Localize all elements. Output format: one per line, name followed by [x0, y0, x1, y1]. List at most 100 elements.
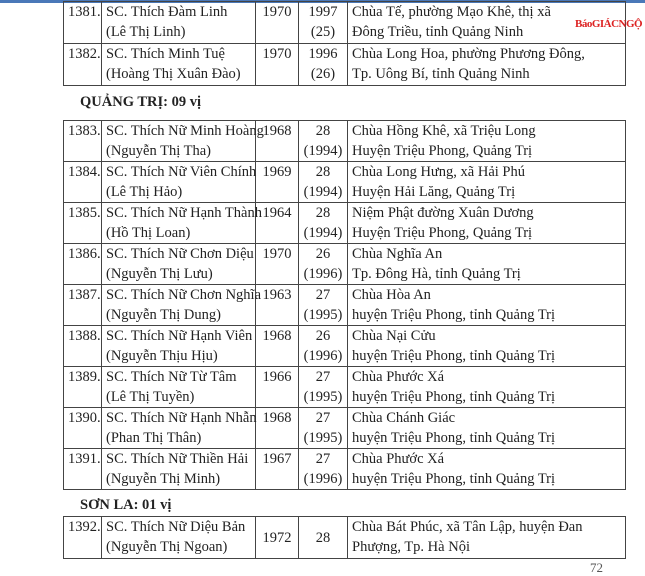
cell-number: 1384.	[63, 161, 102, 203]
cell-ordination: 1997 (25)	[298, 1, 348, 44]
birth-year: 1964	[262, 205, 292, 221]
cell-place: Chùa Tế, phường Mạo Khê, thị xã Đông Triề…	[347, 1, 626, 44]
dharma-name: SC. Thích Nữ Chơn Diệu	[106, 246, 254, 262]
place-line-2: Phượng, Tp. Hà Nội	[352, 539, 470, 555]
ordination-value: 28	[315, 529, 331, 546]
place-line-1: Chùa Bát Phúc, xã Tân Lập, huyện Đan	[352, 519, 583, 535]
lay-name: (Nguyễn Thịu Hịu)	[106, 348, 218, 364]
cell-place: Chùa Bát Phúc, xã Tân Lập, huyện Đan Phượ…	[347, 516, 626, 559]
birth-year: 1968	[262, 328, 292, 344]
cell-place: Chùa Long Hoa, phường Phương Đông, Tp. Uô…	[347, 43, 626, 86]
cell-ordination: 27 (1995)	[298, 284, 348, 326]
birth-year: 1970	[262, 4, 292, 20]
cell-name: SC. Thích Nữ Viên Chính (Lê Thị Hảo)	[101, 161, 257, 203]
cell-birth-year: 1967	[255, 448, 299, 490]
section-heading-quang-tri: QUẢNG TRỊ: 09 vị	[80, 94, 201, 110]
cell-place: Chùa Hồng Khê, xã Triệu Long Huyện Triệu …	[347, 120, 626, 162]
place-line-1: Chùa Phước Xá	[352, 369, 445, 385]
place-line-2: Tp. Uông Bí, tỉnh Quảng Ninh	[352, 66, 530, 82]
cell-place: Chùa Chánh Giác huyện Triệu Phong, tỉnh Q…	[347, 407, 626, 449]
entry-number: 1392.	[68, 519, 101, 535]
entry-number: 1391.	[68, 451, 101, 467]
birth-year: 1969	[262, 164, 292, 180]
birth-year: 1970	[262, 46, 292, 62]
place-line-1: Niệm Phật đường Xuân Dương	[352, 205, 534, 221]
ordination-value: 28	[315, 123, 331, 139]
ordination-detail: (1994)	[303, 143, 343, 159]
cell-birth-year: 1968	[255, 120, 299, 162]
ordination-value: 26	[315, 246, 331, 262]
lay-name: (Lê Thị Linh)	[106, 24, 186, 40]
place-line-1: Chùa Nghĩa An	[352, 246, 443, 262]
place-line-1: Chùa Long Hoa, phường Phương Đông,	[352, 46, 585, 62]
ordination-detail: (1995)	[303, 389, 343, 405]
table-row: 1392. SC. Thích Nữ Diệu Bản (Nguyễn Thị Ng…	[63, 516, 626, 559]
cell-ordination: 26 (1996)	[298, 325, 348, 367]
ordination-value: 26	[315, 328, 331, 344]
birth-year: 1963	[262, 287, 292, 303]
cell-name: SC. Thích Nữ Từ Tâm (Lê Thị Tuyền)	[101, 366, 256, 408]
table-row: 1382. SC. Thích Minh Tuệ (Hoàng Thị Xuân Đ…	[63, 43, 626, 86]
entry-number: 1386.	[68, 246, 101, 262]
cell-name: SC. Thích Nữ Hạnh Thành (Hồ Thị Loan)	[101, 202, 262, 244]
ordination-value: 28	[315, 205, 331, 221]
cell-birth-year: 1966	[255, 366, 299, 408]
ordination-detail: (1995)	[303, 430, 343, 446]
cell-number: 1387.	[63, 284, 102, 326]
cell-name: SC. Thích Nữ Chơn Diệu (Nguyễn Thị Lưu)	[101, 243, 256, 285]
cell-ordination: 27 (1995)	[298, 366, 348, 408]
ordination-detail: (1996)	[303, 471, 343, 487]
birth-year: 1968	[262, 123, 292, 139]
cell-ordination: 28 (1994)	[298, 161, 348, 203]
cell-ordination: 27 (1996)	[298, 448, 348, 490]
table-row: 1390. SC. Thích Nữ Hạnh Nhẫn (Phan Thị Thâ…	[63, 407, 626, 449]
cell-number: 1392.	[63, 516, 102, 559]
cell-number: 1388.	[63, 325, 102, 367]
lay-name: (Nguyễn Thị Minh)	[106, 471, 221, 487]
dharma-name: SC. Thích Nữ Viên Chính	[106, 164, 257, 180]
ordination-value: 1996	[308, 46, 338, 62]
page-number: 72	[590, 560, 603, 575]
cell-name: SC. Thích Nữ Chơn Nghĩa (Nguyễn Thị Dung)	[101, 284, 261, 326]
lay-name: (Hoàng Thị Xuân Đào)	[106, 66, 241, 82]
cell-ordination: 28 (1994)	[298, 202, 348, 244]
place-line-1: Chùa Hòa An	[352, 287, 431, 303]
cell-place: Chùa Phước Xá huyện Triệu Phong, tỉnh Quả…	[347, 448, 626, 490]
table-row: 1388. SC. Thích Nữ Hạnh Viên (Nguyễn Thịu …	[63, 325, 626, 367]
ordination-detail: (1995)	[303, 307, 343, 323]
cell-ordination: 27 (1995)	[298, 407, 348, 449]
dharma-name: SC. Thích Nữ Thiền Hải	[106, 451, 249, 467]
lay-name: (Nguyễn Thị Lưu)	[106, 266, 213, 282]
ordination-value: 1997	[308, 4, 338, 20]
dharma-name: SC. Thích Nữ Từ Tâm	[106, 369, 237, 385]
cell-number: 1382.	[63, 43, 102, 86]
cell-place: Chùa Nại Cửu huyện Triệu Phong, tỉnh Quản…	[347, 325, 626, 367]
place-line-1: Chùa Tế, phường Mạo Khê, thị xã	[352, 4, 551, 20]
cell-number: 1385.	[63, 202, 102, 244]
place-line-2: Tp. Đông Hà, tỉnh Quảng Trị	[352, 266, 521, 282]
ordination-detail: (1994)	[303, 225, 343, 241]
place-line-1: Chùa Chánh Giác	[352, 410, 456, 426]
dharma-name: SC. Thích Nữ Hạnh Viên	[106, 328, 253, 344]
table-row: 1381. SC. Thích Đàm Linh (Lê Thị Linh) 1970…	[63, 1, 626, 44]
cell-place: Chùa Hòa An huyện Triệu Phong, tỉnh Quảng…	[347, 284, 626, 326]
entry-number: 1384.	[68, 164, 101, 180]
table-row: 1384. SC. Thích Nữ Viên Chính (Lê Thị Hảo)…	[63, 161, 626, 203]
place-line-2: huyện Triệu Phong, tỉnh Quảng Trị	[352, 348, 556, 364]
cell-birth-year: 1970	[255, 1, 299, 44]
birth-year: 1966	[262, 369, 292, 385]
cell-name: SC. Thích Nữ Hạnh Nhẫn (Phan Thị Thân)	[101, 407, 257, 449]
birth-year: 1967	[262, 451, 292, 467]
place-line-1: Chùa Phước Xá	[352, 451, 445, 467]
table-row: 1386. SC. Thích Nữ Chơn Diệu (Nguyễn Thị L…	[63, 243, 626, 285]
cell-name: SC. Thích Minh Tuệ (Hoàng Thị Xuân Đào)	[101, 43, 256, 86]
lay-name: (Lê Thị Hảo)	[106, 184, 183, 200]
place-line-1: Chùa Long Hưng, xã Hải Phú	[352, 164, 525, 180]
table-row: 1385. SC. Thích Nữ Hạnh Thành (Hồ Thị Loan…	[63, 202, 626, 244]
cell-birth-year: 1969	[255, 161, 299, 203]
table-row: 1391. SC. Thích Nữ Thiền Hải (Nguyễn Thị M…	[63, 448, 626, 490]
place-line-2: Huyện Hải Lăng, Quảng Trị	[352, 184, 516, 200]
entry-number: 1382.	[68, 46, 101, 62]
cell-name: SC. Thích Nữ Diệu Bản (Nguyễn Thị Ngoan)	[101, 516, 256, 559]
cell-number: 1386.	[63, 243, 102, 285]
